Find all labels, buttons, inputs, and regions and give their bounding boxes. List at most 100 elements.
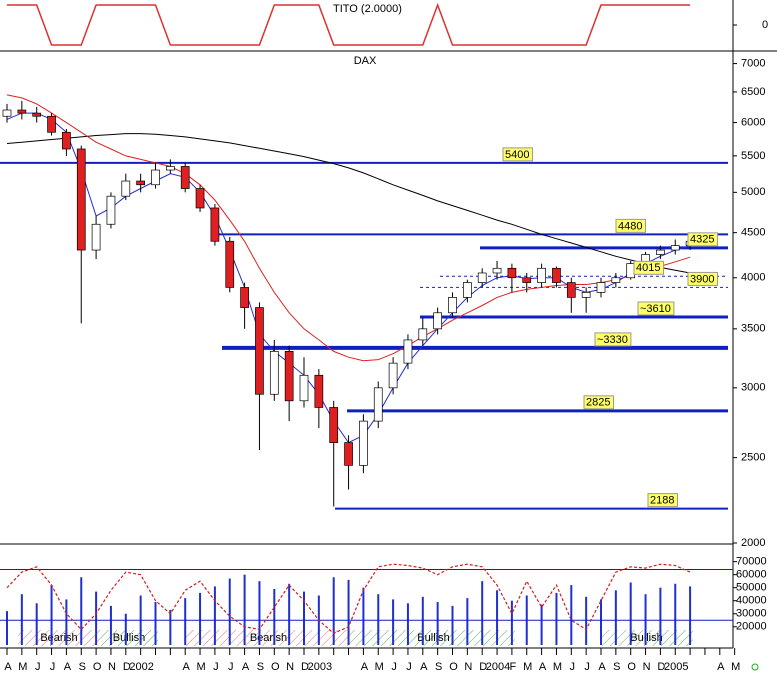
y-tick-label: 4000 [741, 272, 765, 284]
candle-body [507, 267, 517, 279]
x-tick-label: D [479, 661, 487, 673]
x-tick-label: M [196, 661, 205, 673]
volume-bar [377, 594, 380, 645]
candle-body [552, 267, 561, 283]
volume-bar [258, 581, 261, 645]
volume-bar [659, 587, 662, 645]
level-label-box [647, 493, 678, 508]
x-tick-label: A [717, 661, 725, 673]
volume-bar [540, 604, 543, 645]
x-tick-label: N [108, 661, 116, 673]
volume-bar [184, 598, 187, 645]
x-tick-label: O [627, 661, 636, 673]
x-tick-label: 2005 [664, 661, 688, 673]
volume-bar [347, 579, 350, 645]
candle-body [581, 292, 591, 298]
x-tick-label: J [584, 661, 590, 673]
x-tick-label: A [4, 661, 12, 673]
candle-body [106, 195, 116, 225]
y-tick-label: 2000 [741, 537, 765, 549]
x-tick-label: M [731, 661, 740, 673]
signal-region [18, 630, 100, 646]
volume-bar [65, 599, 68, 645]
volume-bar [199, 592, 202, 645]
candle-body [225, 240, 235, 288]
candle-body [656, 249, 665, 255]
x-tick-label: N [464, 661, 472, 673]
volume-bar [629, 582, 632, 645]
panel-title: DAX [354, 55, 377, 67]
y-tick-label: 6500 [741, 86, 765, 98]
status-icon [751, 663, 759, 671]
moving-average [6, 94, 691, 362]
candle-body [166, 166, 175, 171]
volume-bar [466, 598, 469, 645]
y-tick-label: 40000 [736, 595, 767, 607]
level-label: 4325 [690, 234, 714, 246]
x-tick-label: A [242, 661, 250, 673]
volume-bar [95, 591, 98, 645]
volume-bar [510, 600, 513, 645]
x-tick-label: J [406, 661, 412, 673]
signal-label: Bullish [113, 632, 145, 644]
x-tick-label: 2003 [308, 661, 332, 673]
volume-bar [213, 586, 216, 645]
y-tick-label: 2500 [741, 452, 765, 464]
y-tick-label: 60000 [736, 569, 767, 581]
volume-bar [35, 603, 38, 645]
volume-bar [243, 574, 246, 645]
candle-body [17, 109, 27, 114]
candle-body [537, 267, 546, 283]
y-tick-label: 3000 [741, 382, 765, 394]
x-tick-label: A [420, 661, 428, 673]
candle-body [373, 387, 383, 422]
candle-body [566, 282, 576, 298]
x-tick-label: O [93, 661, 102, 673]
candle-body [299, 374, 309, 402]
x-tick-label: M [523, 661, 532, 673]
volume-bar [50, 585, 53, 645]
y-tick-label: 50000 [736, 582, 767, 594]
volume-bar [600, 599, 602, 645]
x-tick-label: A [539, 661, 547, 673]
volume-bar [124, 613, 127, 645]
level-label: 3900 [690, 273, 714, 285]
volume-bar [392, 599, 395, 645]
y-tick-label: 7000 [741, 57, 765, 69]
x-tick-label: D [123, 661, 131, 673]
volume-bar [6, 611, 8, 645]
x-tick-label: 2002 [129, 661, 153, 673]
level-label-box [502, 147, 533, 162]
x-tick-label: M [375, 661, 384, 673]
x-tick-label: A [361, 661, 369, 673]
volume-bar [436, 602, 439, 645]
level-label: 2825 [586, 397, 610, 409]
signal-label: Bearish [250, 632, 287, 644]
volume-bar [570, 585, 573, 645]
signal-label: Bullish [417, 632, 449, 644]
level-label-box [615, 218, 646, 233]
candle-body [180, 166, 190, 189]
level-label-box [594, 332, 632, 347]
x-tick-label: S [613, 661, 620, 673]
volume-bar [451, 605, 454, 645]
x-tick-label: S [257, 661, 264, 673]
candle-body [195, 188, 205, 209]
volume-bar [689, 586, 692, 645]
candle-body [269, 351, 279, 395]
volume-bar [421, 596, 424, 645]
oscillator-line [6, 563, 691, 635]
x-tick-label: J [391, 661, 397, 673]
volume-bar [80, 577, 83, 645]
candle-body [359, 420, 368, 466]
candle-body [448, 297, 457, 314]
x-tick-label: J [50, 661, 56, 673]
volume-bar [169, 609, 172, 645]
volume-bar [303, 591, 305, 645]
candle-body [596, 282, 606, 293]
volume-bar [614, 590, 617, 645]
volume-bar [644, 594, 647, 645]
y-tick-label: 70000 [736, 556, 767, 568]
